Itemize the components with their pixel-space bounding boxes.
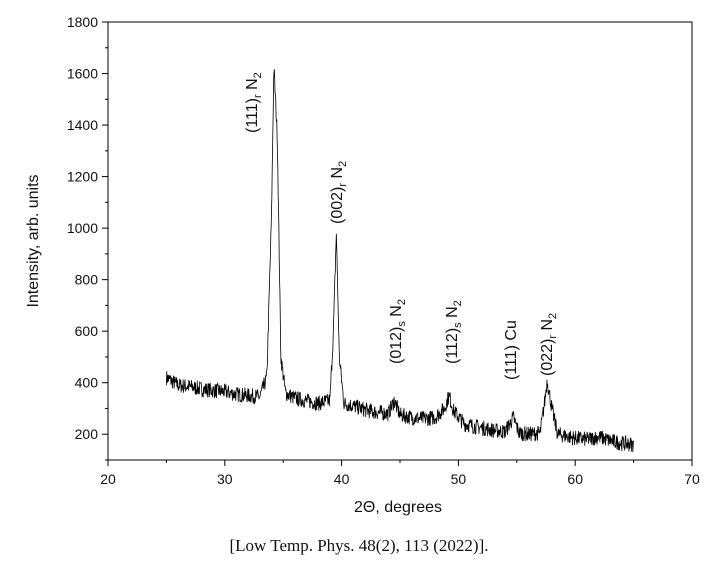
peak-label-112-n2: (112)s N2 [444, 300, 464, 364]
peak-label-111-cu: (111) Cu [503, 320, 520, 380]
y-tick-label: 1400 [67, 117, 98, 133]
peak-label-022-n2: (022)r N2 [539, 313, 559, 376]
y-tick-label: 1800 [67, 14, 98, 30]
y-tick-label: 1600 [67, 66, 98, 82]
x-tick-label: 60 [567, 471, 583, 487]
peak-label-002-n2: (002)r N2 [329, 161, 349, 224]
annotations: (111)r N2 (002)r N2 (012)s N2 (112)s N2 … [244, 72, 559, 380]
y-tick-label: 400 [75, 375, 99, 391]
y-tick-label: 600 [75, 323, 99, 339]
plot-area [166, 69, 634, 453]
x-tick-label: 30 [217, 471, 233, 487]
x-tick-label: 50 [451, 471, 467, 487]
y-axis-title: Intensity, arb. units [25, 174, 42, 307]
series-line [166, 69, 634, 453]
x-axis-title: 2Θ, degrees [354, 499, 442, 516]
ticks: 20 30 40 50 60 70 200 400 600 800 1000 1200 1400 1600… [67, 14, 700, 487]
y-tick-label: 1000 [67, 220, 98, 236]
citation: [Low Temp. Phys. 48(2), 113 (2022)]. [229, 536, 489, 555]
x-tick-label: 40 [334, 471, 350, 487]
x-tick-label: 70 [684, 471, 700, 487]
y-tick-label: 1200 [67, 169, 98, 185]
x-tick-label: 20 [100, 471, 116, 487]
y-tick-label: 800 [75, 272, 99, 288]
peak-label-012-n2: (012)s N2 [388, 299, 408, 364]
peak-label-111-n2: (111)r N2 [244, 72, 264, 133]
y-tick-label: 200 [75, 426, 99, 442]
